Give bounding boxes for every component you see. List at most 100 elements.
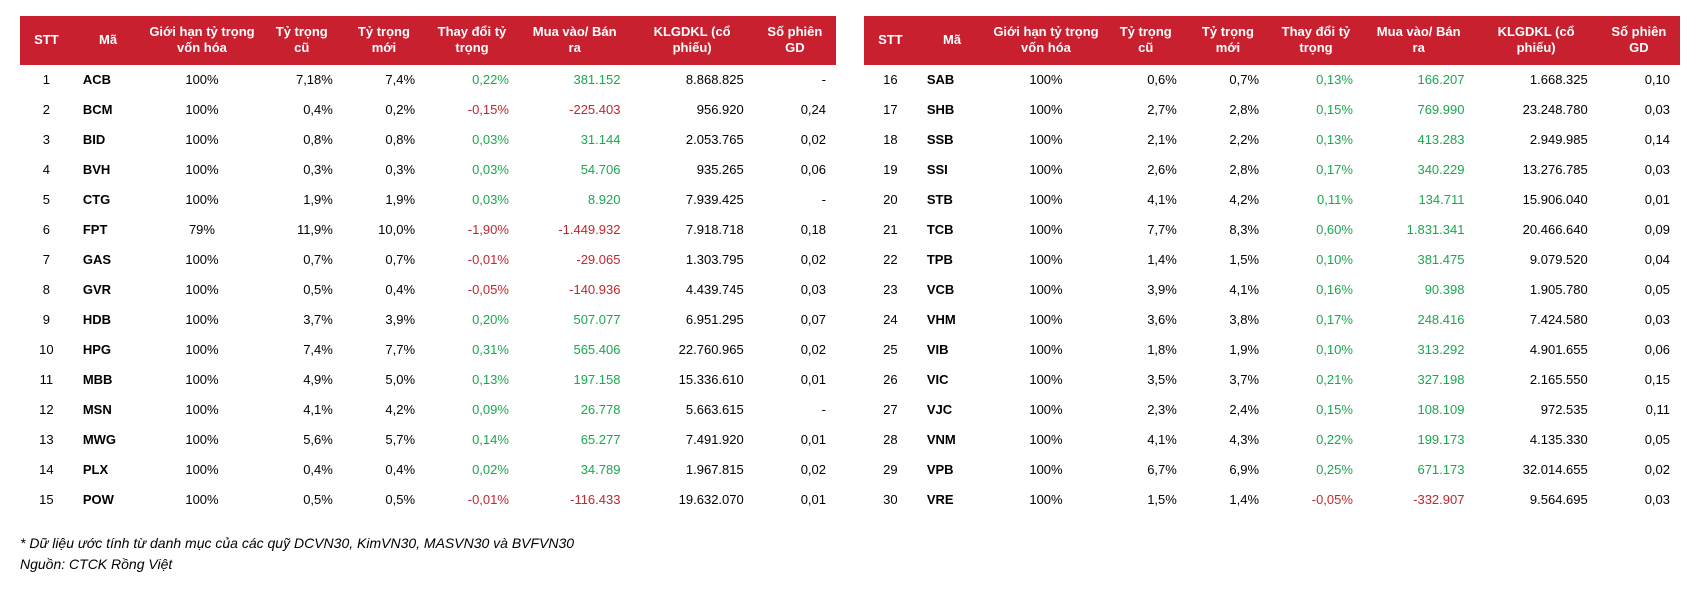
cell-sp: 0,04 bbox=[1598, 244, 1680, 274]
cell-gh: 100% bbox=[987, 274, 1104, 304]
cell-moi: 0,4% bbox=[343, 454, 425, 484]
cell-td: 0,15% bbox=[1269, 94, 1363, 124]
cell-gh: 100% bbox=[143, 304, 260, 334]
cell-cu: 2,6% bbox=[1105, 154, 1187, 184]
cell-cu: 2,3% bbox=[1105, 394, 1187, 424]
cell-ma: POW bbox=[73, 484, 143, 514]
cell-kl: 6.951.295 bbox=[630, 304, 753, 334]
cell-gh: 100% bbox=[987, 65, 1104, 95]
table-row: 17SHB100%2,7%2,8%0,15%769.99023.248.7800… bbox=[864, 94, 1680, 124]
col-mb: Mua vào/ Bán ra bbox=[519, 16, 631, 65]
cell-moi: 1,4% bbox=[1187, 484, 1269, 514]
cell-moi: 2,2% bbox=[1187, 124, 1269, 154]
cell-stt: 24 bbox=[864, 304, 917, 334]
cell-ma: GVR bbox=[73, 274, 143, 304]
cell-stt: 6 bbox=[20, 214, 73, 244]
cell-gh: 100% bbox=[987, 124, 1104, 154]
cell-td: 0,31% bbox=[425, 334, 519, 364]
cell-moi: 0,8% bbox=[343, 124, 425, 154]
cell-moi: 10,0% bbox=[343, 214, 425, 244]
cell-mb: 54.706 bbox=[519, 154, 631, 184]
cell-cu: 0,3% bbox=[261, 154, 343, 184]
cell-kl: 22.760.965 bbox=[630, 334, 753, 364]
cell-ma: BCM bbox=[73, 94, 143, 124]
cell-gh: 100% bbox=[987, 394, 1104, 424]
cell-kl: 13.276.785 bbox=[1474, 154, 1597, 184]
cell-moi: 5,7% bbox=[343, 424, 425, 454]
cell-gh: 100% bbox=[987, 304, 1104, 334]
cell-gh: 100% bbox=[143, 394, 260, 424]
cell-moi: 0,4% bbox=[343, 274, 425, 304]
table-row: 11MBB100%4,9%5,0%0,13%197.15815.336.6100… bbox=[20, 364, 836, 394]
cell-moi: 5,0% bbox=[343, 364, 425, 394]
cell-ma: MBB bbox=[73, 364, 143, 394]
cell-td: 0,17% bbox=[1269, 304, 1363, 334]
table-row: 16SAB100%0,6%0,7%0,13%166.2071.668.3250,… bbox=[864, 65, 1680, 95]
cell-moi: 2,8% bbox=[1187, 94, 1269, 124]
table-row: 23VCB100%3,9%4,1%0,16%90.3981.905.7800,0… bbox=[864, 274, 1680, 304]
cell-gh: 100% bbox=[987, 334, 1104, 364]
cell-stt: 17 bbox=[864, 94, 917, 124]
cell-gh: 100% bbox=[987, 424, 1104, 454]
cell-stt: 26 bbox=[864, 364, 917, 394]
cell-stt: 19 bbox=[864, 154, 917, 184]
cell-moi: 0,5% bbox=[343, 484, 425, 514]
cell-moi: 1,5% bbox=[1187, 244, 1269, 274]
cell-moi: 2,8% bbox=[1187, 154, 1269, 184]
cell-kl: 23.248.780 bbox=[1474, 94, 1597, 124]
cell-kl: 8.868.825 bbox=[630, 65, 753, 95]
cell-sp: 0,03 bbox=[754, 274, 836, 304]
cell-gh: 100% bbox=[143, 124, 260, 154]
cell-kl: 7.918.718 bbox=[630, 214, 753, 244]
cell-cu: 1,8% bbox=[1105, 334, 1187, 364]
cell-td: 0,09% bbox=[425, 394, 519, 424]
cell-gh: 100% bbox=[987, 214, 1104, 244]
cell-sp: 0,03 bbox=[1598, 484, 1680, 514]
cell-sp: 0,15 bbox=[1598, 364, 1680, 394]
cell-mb: 327.198 bbox=[1363, 364, 1475, 394]
cell-sp: 0,24 bbox=[754, 94, 836, 124]
cell-mb: 381.152 bbox=[519, 65, 631, 95]
cell-td: 0,03% bbox=[425, 124, 519, 154]
cell-td: -0,05% bbox=[425, 274, 519, 304]
table-row: 15POW100%0,5%0,5%-0,01%-116.43319.632.07… bbox=[20, 484, 836, 514]
cell-sp: - bbox=[754, 394, 836, 424]
cell-stt: 20 bbox=[864, 184, 917, 214]
cell-stt: 2 bbox=[20, 94, 73, 124]
cell-sp: 0,10 bbox=[1598, 65, 1680, 95]
cell-mb: 671.173 bbox=[1363, 454, 1475, 484]
cell-cu: 0,7% bbox=[261, 244, 343, 274]
cell-mb: -332.907 bbox=[1363, 484, 1475, 514]
cell-stt: 9 bbox=[20, 304, 73, 334]
col-gh: Giới hạn tỷ trọng vốn hóa bbox=[987, 16, 1104, 65]
cell-ma: SAB bbox=[917, 65, 987, 95]
cell-stt: 14 bbox=[20, 454, 73, 484]
cell-td: -0,15% bbox=[425, 94, 519, 124]
cell-sp: 0,01 bbox=[1598, 184, 1680, 214]
col-cu: Tỷ trọng cũ bbox=[1105, 16, 1187, 65]
table-right: STT Mã Giới hạn tỷ trọng vốn hóa Tỷ trọn… bbox=[864, 16, 1680, 515]
cell-moi: 2,4% bbox=[1187, 394, 1269, 424]
col-moi: Tỷ trọng mới bbox=[1187, 16, 1269, 65]
cell-mb: -140.936 bbox=[519, 274, 631, 304]
cell-mb: -29.065 bbox=[519, 244, 631, 274]
cell-moi: 7,7% bbox=[343, 334, 425, 364]
cell-ma: ACB bbox=[73, 65, 143, 95]
col-mb: Mua vào/ Bán ra bbox=[1363, 16, 1475, 65]
cell-cu: 5,6% bbox=[261, 424, 343, 454]
col-td: Thay đổi tỷ trọng bbox=[1269, 16, 1363, 65]
cell-mb: 166.207 bbox=[1363, 65, 1475, 95]
cell-sp: 0,01 bbox=[754, 364, 836, 394]
cell-td: 0,20% bbox=[425, 304, 519, 334]
tables-wrap: STT Mã Giới hạn tỷ trọng vốn hóa Tỷ trọn… bbox=[20, 16, 1680, 515]
cell-kl: 1.905.780 bbox=[1474, 274, 1597, 304]
cell-ma: PLX bbox=[73, 454, 143, 484]
cell-ma: MWG bbox=[73, 424, 143, 454]
cell-td: 0,13% bbox=[425, 364, 519, 394]
table-left-body: 1ACB100%7,18%7,4%0,22%381.1528.868.825-2… bbox=[20, 65, 836, 515]
table-row: 7GAS100%0,7%0,7%-0,01%-29.0651.303.7950,… bbox=[20, 244, 836, 274]
cell-stt: 12 bbox=[20, 394, 73, 424]
cell-kl: 2.053.765 bbox=[630, 124, 753, 154]
cell-mb: 65.277 bbox=[519, 424, 631, 454]
cell-cu: 4,1% bbox=[261, 394, 343, 424]
